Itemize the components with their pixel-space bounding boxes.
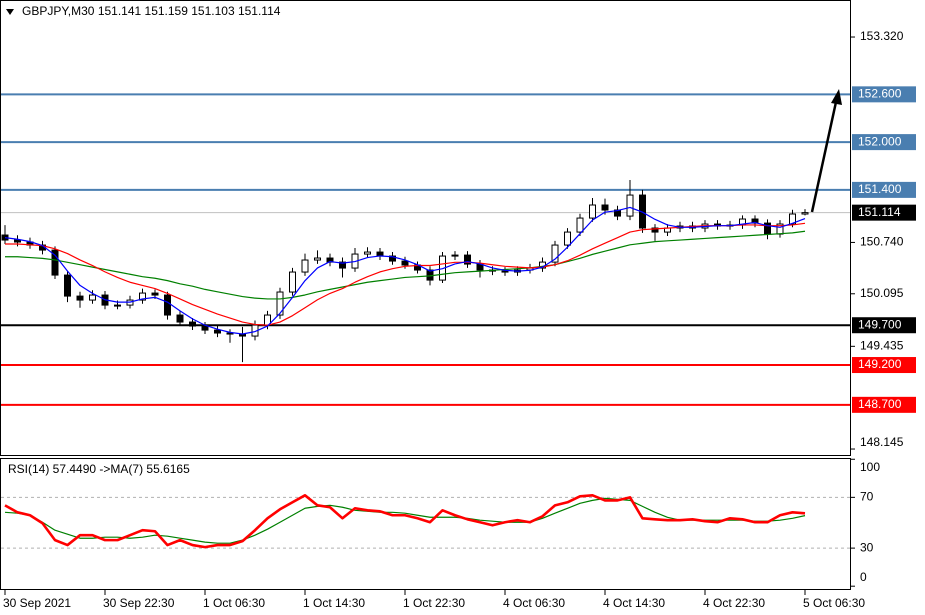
- level-label: 152.600: [858, 87, 902, 101]
- x-tick-label: 30 Sep 2021: [3, 596, 71, 610]
- candle-body: [201, 325, 209, 331]
- y-tick-label: 100: [860, 460, 880, 474]
- x-tick-label: 30 Sep 22:30: [103, 596, 175, 610]
- candle-body: [176, 314, 184, 323]
- candle-body: [651, 227, 659, 233]
- candle-body: [789, 213, 796, 225]
- candle-body: [451, 254, 459, 257]
- candle-body: [601, 204, 609, 211]
- candle-body: [226, 332, 234, 335]
- x-tick-label: 1 Oct 22:30: [403, 596, 465, 610]
- x-tick-label: 1 Oct 06:30: [203, 596, 265, 610]
- candle-body: [576, 217, 584, 233]
- level-box: [852, 86, 916, 103]
- y-tick-label: 153.320: [860, 29, 904, 43]
- candle-body: [589, 204, 596, 219]
- candle-body: [564, 231, 571, 246]
- series-line: [4, 494, 806, 549]
- level-box: [852, 181, 916, 198]
- x-tick-label: 4 Oct 14:30: [603, 596, 665, 610]
- last-price-label: 151.114: [858, 205, 901, 219]
- arrow-head: [831, 89, 842, 105]
- candle-body: [139, 292, 146, 301]
- candle-body: [314, 257, 321, 261]
- x-tick-label: 4 Oct 06:30: [503, 596, 565, 610]
- rsi-frame: [0, 458, 851, 590]
- candle-body: [189, 321, 196, 327]
- candle-body: [801, 212, 809, 215]
- candle-body: [626, 194, 634, 217]
- y-tick-label: 30: [860, 540, 874, 554]
- candle-body: [214, 329, 221, 334]
- candle-body: [51, 249, 59, 276]
- candle-body: [401, 260, 409, 266]
- level-label: 151.400: [858, 182, 902, 196]
- rsi-title: RSI(14) 57.4490 ->MA(7) 55.6165: [8, 462, 190, 476]
- candle-body: [364, 251, 371, 255]
- candle-body: [301, 259, 309, 273]
- candle-body: [276, 291, 284, 316]
- candle-body: [289, 271, 296, 293]
- level-box: [852, 134, 916, 151]
- x-tick-label: 4 Oct 22:30: [703, 596, 765, 610]
- series-line: [4, 206, 806, 335]
- candle-body: [164, 294, 171, 316]
- candle-body: [76, 295, 84, 301]
- price-panel: 153.320 150.740 150.095 149.435 148.145 151.1…: [1, 29, 916, 450]
- candle-body: [551, 244, 559, 263]
- x-tick-label: 5 Oct 06:30: [803, 596, 865, 610]
- level-box: [852, 396, 916, 413]
- level-box: [852, 317, 916, 334]
- candle-body: [89, 294, 96, 301]
- y-tick-label: 150.740: [860, 235, 904, 249]
- candle-body: [151, 292, 159, 296]
- arrow: [810, 101, 838, 213]
- x-tick-label: 1 Oct 14:30: [303, 596, 365, 610]
- main-frame: [0, 0, 851, 456]
- candle-body: [64, 274, 71, 297]
- series-line: [5, 222, 806, 326]
- y-tick-label: 150.095: [860, 286, 904, 300]
- y-tick-label: 0: [860, 570, 867, 584]
- level-label: 148.700: [858, 397, 902, 411]
- candle-body: [389, 255, 396, 262]
- menu-triangle: [6, 9, 14, 15]
- chart-title: GBPJPY,M30 151.141 151.159 151.103 151.1…: [22, 4, 281, 18]
- rsi-panel: 0 30 70 100: [1, 458, 880, 587]
- candle-body: [501, 270, 509, 273]
- candle-body: [14, 239, 21, 243]
- x-axis: 30 Sep 2021 30 Sep 22:30 1 Oct 06:30 1 Oct …: [3, 590, 865, 610]
- level-box: [852, 357, 916, 374]
- series-line: [5, 230, 806, 300]
- series-line: [4, 497, 806, 544]
- level-label: 152.000: [858, 134, 902, 148]
- y-tick-label: 70: [860, 490, 874, 504]
- level-label: 149.200: [858, 357, 902, 371]
- candle-body: [339, 261, 346, 269]
- candle-body: [464, 254, 471, 265]
- y-tick-label: 149.435: [860, 338, 904, 352]
- y-tick-label: 148.145: [860, 435, 904, 449]
- candle-body: [114, 304, 121, 307]
- level-label: 149.700: [858, 317, 902, 331]
- last-price-box: [852, 204, 916, 221]
